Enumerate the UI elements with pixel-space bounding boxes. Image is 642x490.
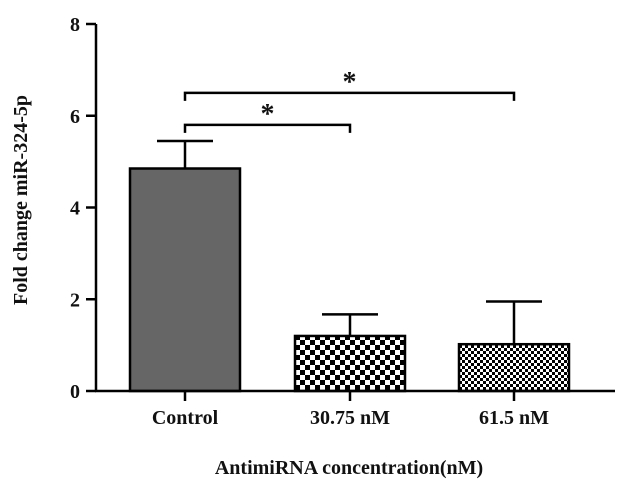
y-tick-label: 2: [70, 289, 80, 311]
bar-2: [457, 342, 571, 393]
significance-bracket-0: [183, 123, 352, 133]
x-tick-label: 61.5 nM: [479, 407, 549, 429]
y-tick-label: 4: [70, 198, 80, 220]
significance-star: *: [343, 67, 357, 98]
x-axis-title: AntimiRNA concentration(nM): [215, 457, 483, 479]
bar-0: [128, 167, 242, 393]
bar-1: [293, 334, 407, 393]
y-tick-label: 6: [70, 106, 80, 128]
significance-star: *: [261, 99, 275, 130]
significance-bracket-1: [183, 91, 516, 101]
x-tick-label: 30.75 nM: [310, 407, 390, 429]
y-axis-title: Fold change miR-324-5p: [10, 95, 32, 305]
plot-area: **: [128, 67, 571, 393]
y-tick-label: 0: [70, 381, 80, 403]
y-tick-label: 8: [70, 14, 80, 36]
x-tick-label: Control: [152, 407, 219, 429]
